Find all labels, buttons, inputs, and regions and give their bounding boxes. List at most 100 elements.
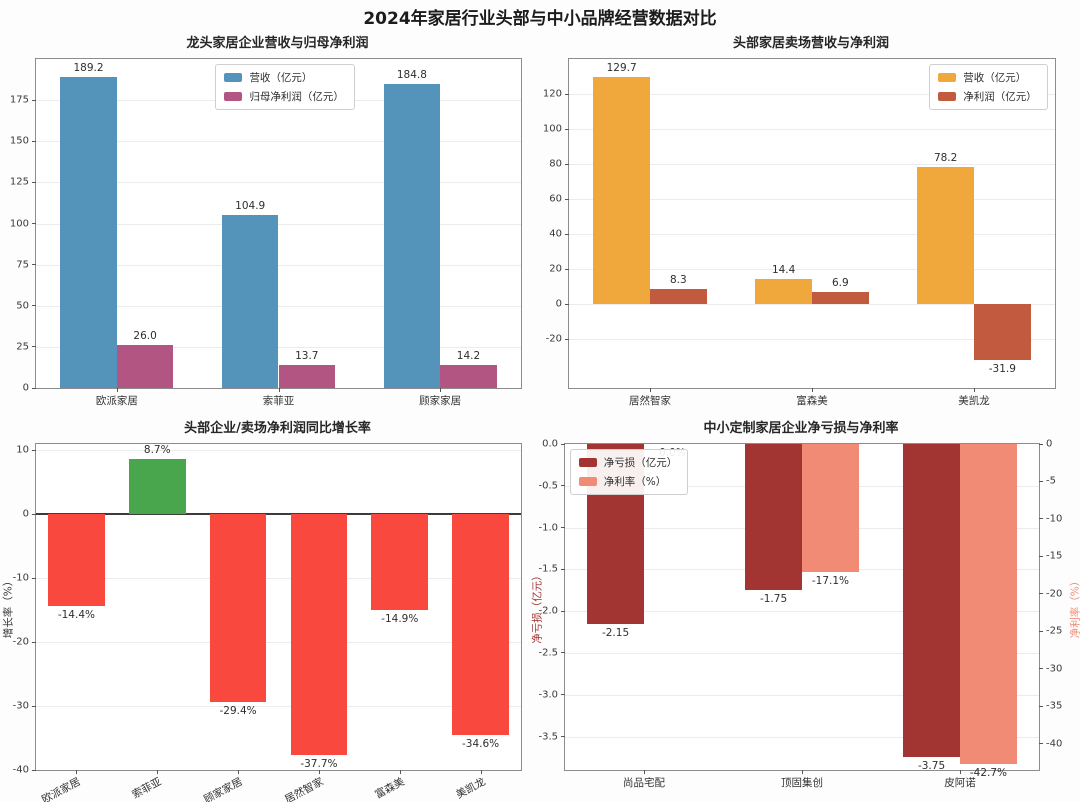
bar (745, 444, 802, 591)
x-tick-mark (116, 388, 118, 392)
figure-title: 2024年家居行业头部与中小品牌经营数据对比 (363, 9, 717, 29)
y-gridline (569, 164, 1055, 165)
y-tick-label: -10 (12, 572, 29, 584)
bar (917, 167, 974, 304)
y-tick-label: -1.0 (538, 522, 558, 534)
x-tick-mark (974, 388, 975, 392)
y-tick-mark (32, 305, 36, 307)
y-tick-label: -20 (12, 636, 29, 648)
x-tick-mark (318, 770, 320, 774)
bar (48, 514, 105, 607)
x-category-label: 居然智家 (282, 775, 326, 802)
x-tick-mark (643, 770, 645, 774)
y-tick-label: 120 (542, 88, 562, 100)
y-gridline (36, 346, 521, 348)
y-gridline (569, 199, 1055, 200)
y-gridline (565, 611, 1039, 613)
y-tick-mark-right (1039, 555, 1043, 557)
bar-value-label: 14.2 (456, 349, 481, 362)
y-tick-mark (32, 641, 36, 643)
bar (974, 304, 1031, 360)
legend-swatch (938, 91, 957, 101)
y-tick-mark (561, 736, 565, 738)
y-tick-mark (32, 387, 36, 389)
y-tick-mark (32, 223, 36, 224)
y-gridline (565, 652, 1039, 654)
y-gridline (565, 694, 1039, 696)
y-tick-label: -0.5 (538, 480, 558, 492)
x-tick-mark (960, 770, 961, 774)
bar (593, 77, 650, 304)
y-tick-label-right: -25 (1046, 625, 1063, 637)
y-tick-label: 100 (9, 218, 29, 229)
y-tick-label: 175 (9, 94, 29, 106)
bar (60, 76, 117, 388)
y-tick-mark (565, 268, 569, 270)
bar (440, 364, 497, 388)
chart-panel-bottom-left: 头部企业/卖场净利润同比增长率 10 0 -10 -20 -30 -40 -14.4% 8.7%… (0, 403, 540, 802)
y-tick-label: -2.5 (538, 647, 558, 659)
zero-line (36, 513, 521, 516)
legend-item: 营收（亿元） (938, 70, 1037, 85)
plot-area: 0 25 50 75 100 125 150 175 189.2 104.9 184.8 26.0 13… (10, 58, 522, 407)
x-category-label: 顾家家居 (201, 775, 245, 802)
x-category-label: 富森美 (372, 775, 407, 802)
legend-item: 净亏损（亿元） (578, 455, 677, 470)
y-tick-mark (32, 513, 36, 515)
x-category-label: 顶固集创 (781, 777, 823, 789)
y-tick-mark (32, 769, 36, 771)
y-gridline (36, 642, 521, 644)
bar-value-label: 78.2 (933, 152, 958, 165)
x-category-label: 欧派家居 (95, 395, 138, 407)
legend-item: 净利润（亿元） (938, 89, 1037, 104)
bar-value-label: -37.7% (300, 758, 338, 771)
legend-swatch (224, 91, 243, 101)
y-gridline (565, 736, 1039, 738)
x-category-label: 富森美 (796, 395, 828, 407)
y-tick-mark (565, 303, 569, 305)
plot-area: 10 0 -10 -20 -30 -40 -14.4% 8.7% -29.4% -37.7% -14… (3, 443, 522, 802)
x-tick-mark (157, 770, 159, 774)
x-tick-mark (480, 770, 482, 774)
legend-label: 归母净利润（亿元） (249, 90, 344, 103)
bar-value-label: -3.75 (917, 760, 946, 773)
chart-title: 头部企业/卖场净利润同比增长率 (184, 421, 371, 436)
bar-value-label: 189.2 (73, 61, 104, 74)
x-tick-mark (812, 388, 813, 392)
y-tick-label: 0 (22, 382, 29, 394)
bar-value-label: -42.7% (969, 767, 1008, 779)
bar-value-label: -14.4% (57, 609, 95, 622)
x-tick-mark (238, 770, 240, 774)
y-tick-mark (565, 163, 569, 165)
y-tick-mark (561, 485, 565, 487)
y-axis-label-right: 净利率（%） (1069, 575, 1080, 639)
bar-value-label: 104.9 (235, 200, 266, 213)
x-category-label: 顾家家居 (419, 395, 462, 407)
legend-swatch (578, 457, 597, 467)
y-tick-label-right: -15 (1046, 550, 1063, 562)
y-tick-label: -40 (12, 764, 29, 776)
y-tick-label-right: -5 (1046, 475, 1056, 487)
legend-item: 归母净利润（亿元） (224, 89, 344, 104)
y-tick-mark (565, 93, 569, 95)
bar (812, 291, 869, 304)
y-gridline (36, 141, 521, 143)
plot-area: 0.0 -0.5 -1.0 -1.5 -2.0 -2.5 -3.0 -3.5 0 -5 -10 -15… (532, 439, 1080, 790)
legend-label: 净利润（亿元） (963, 90, 1037, 103)
y-tick-label-right: 0 (1046, 438, 1053, 450)
x-category-label: 居然智家 (628, 395, 671, 407)
bar-value-label: -14.9% (381, 612, 419, 625)
bar (452, 514, 509, 736)
x-category-label: 索菲亚 (262, 395, 295, 407)
y-tick-mark (32, 577, 36, 579)
bar (128, 458, 186, 515)
y-gridline (36, 578, 521, 580)
y-tick-mark (561, 652, 565, 654)
bar (960, 444, 1017, 764)
legend-label: 营收（亿元） (249, 71, 313, 84)
bar (278, 365, 336, 388)
bar (649, 289, 707, 304)
y-tick-label: -1.5 (538, 563, 558, 575)
y-tick-label-right: -35 (1046, 700, 1063, 712)
x-category-label: 索菲亚 (130, 775, 164, 802)
